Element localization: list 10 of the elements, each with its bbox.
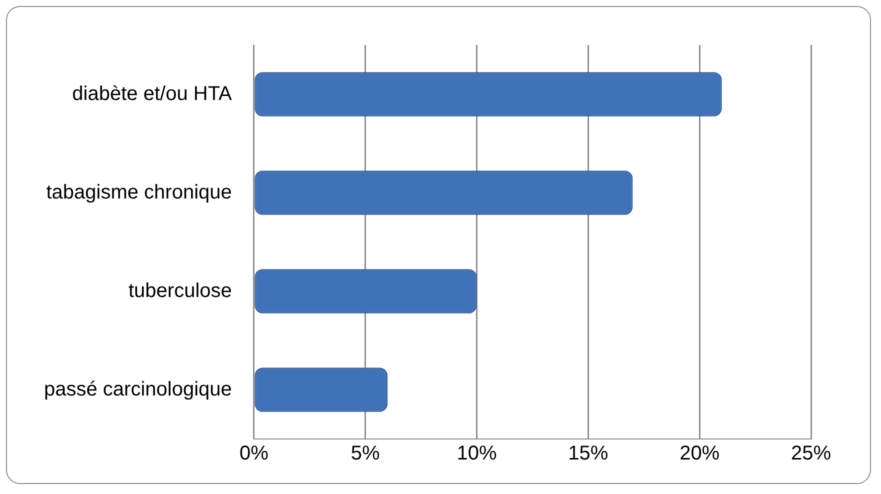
y-tick-label: tabagisme chronique xyxy=(46,181,232,204)
x-tick-label: 25% xyxy=(790,442,832,465)
y-tick-label: passé carcinologique xyxy=(44,378,232,400)
x-tick-label: 10% xyxy=(456,442,497,465)
y-tick-label: diabète et/ou HTA xyxy=(72,82,233,105)
x-tick-label: 5% xyxy=(350,442,380,465)
y-tick-label: tuberculose xyxy=(128,280,232,302)
x-tick-label: 0% xyxy=(239,442,269,465)
x-tick-label: 15% xyxy=(568,442,608,465)
x-tick-label: 20% xyxy=(680,442,720,465)
